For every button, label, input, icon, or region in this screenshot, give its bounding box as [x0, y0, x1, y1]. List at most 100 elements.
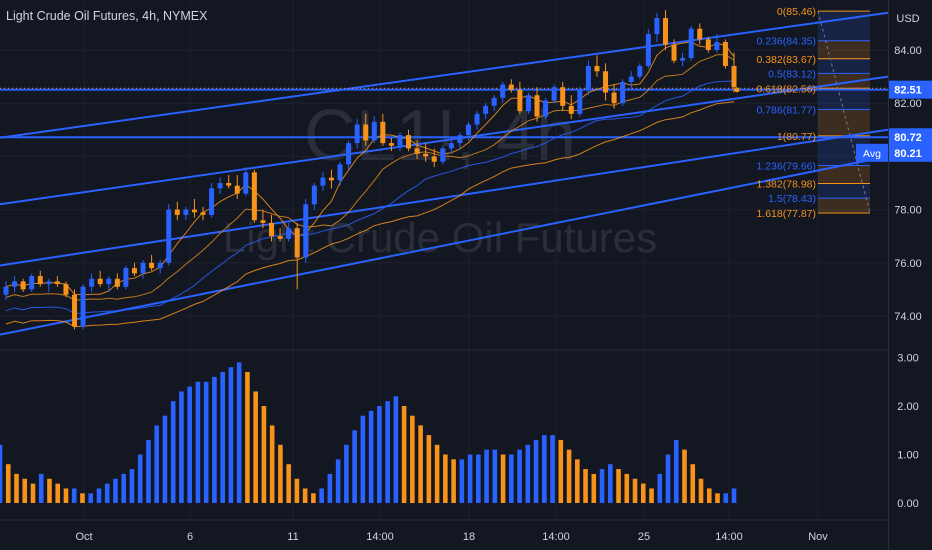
volatility-bar — [500, 454, 506, 503]
candle-body — [72, 294, 78, 327]
volatility-bar — [542, 435, 547, 503]
volatility-bar — [80, 493, 85, 503]
volatility-bar — [344, 444, 349, 503]
candle-body — [603, 71, 609, 93]
candle-body — [174, 209, 180, 215]
moving-average-line — [5, 80, 735, 314]
candle-body — [277, 236, 283, 239]
candle-body — [380, 121, 386, 144]
candle-body — [525, 95, 531, 112]
volatility-bar — [459, 459, 465, 503]
candle-body — [551, 87, 557, 101]
volatility-bar — [360, 415, 366, 503]
volatility-bar — [591, 473, 597, 503]
volatility-bar — [162, 415, 168, 503]
candle-body — [346, 143, 352, 165]
time-axis[interactable]: Oct 6 11 14:00 18 14:00 25 14:00 Nov — [0, 519, 888, 543]
candle-body — [508, 84, 514, 90]
fib-zone — [818, 109, 870, 136]
candle-body — [688, 28, 694, 58]
volatility-bar — [484, 449, 489, 503]
volatility-bar — [550, 435, 555, 503]
volatility-tick-label: 0.00 — [897, 498, 918, 510]
fib-label: 1.5(78.43) — [768, 193, 816, 205]
candle-body — [645, 34, 651, 66]
volatility-bar — [665, 454, 671, 503]
price-tick-label: 78.00 — [894, 205, 922, 217]
candle-body — [243, 172, 249, 194]
channel-line[interactable] — [0, 75, 889, 206]
moving-average-line — [5, 54, 735, 301]
volatility-bar — [492, 449, 498, 503]
candle-body — [354, 124, 360, 144]
fib-label: 1.618(77.87) — [756, 208, 816, 220]
trend-channels[interactable] — [0, 11, 889, 336]
time-tick-label: 6 — [187, 531, 193, 543]
fib-label: 1.382(78.98) — [756, 179, 816, 191]
currency-label: USD — [896, 13, 919, 25]
time-tick-label: 14:00 — [715, 531, 743, 543]
time-tick-label: 18 — [463, 531, 475, 543]
candle-body — [363, 124, 369, 141]
fib-zone — [818, 40, 870, 59]
last-price-marker — [734, 87, 740, 93]
volatility-bar — [294, 478, 300, 503]
channel-line[interactable] — [0, 128, 889, 267]
volatility-bar — [245, 372, 250, 503]
volatility-bar — [583, 469, 588, 503]
candle-body — [269, 222, 275, 237]
avg-label-text: Avg — [863, 148, 881, 160]
volatility-bar — [220, 372, 225, 503]
fib-zone — [818, 88, 870, 110]
candle-body — [697, 28, 703, 40]
candle-body — [294, 228, 300, 258]
candle-body — [311, 185, 317, 205]
fib-label: 0.382(83.67) — [756, 54, 816, 66]
fib-zone — [818, 165, 870, 184]
volatility-bar — [368, 410, 374, 503]
candle-body — [714, 42, 720, 50]
fib-label: 0.236(84.35) — [756, 36, 816, 48]
fib-label: 0(85.46) — [777, 6, 816, 18]
axis-divider — [888, 0, 889, 550]
time-tick-label: 14:00 — [542, 531, 570, 543]
candle-body — [183, 209, 189, 215]
volatility-bar — [509, 454, 514, 503]
fib-zone — [818, 198, 870, 214]
volatility-bar — [723, 493, 729, 503]
chart-title[interactable]: Light Crude Oil Futures, 4h, NYMEX — [6, 9, 208, 23]
volatility-bar — [71, 488, 77, 503]
candle-body — [149, 262, 155, 269]
candle-body — [431, 156, 437, 162]
channel-line[interactable] — [0, 155, 889, 336]
price-tick-label: 82.00 — [894, 98, 922, 110]
volatility-bar — [657, 473, 663, 503]
candle-body — [722, 42, 728, 66]
candle-body — [560, 87, 566, 106]
volatility-bar — [286, 464, 291, 503]
candle-body — [662, 18, 668, 45]
volatility-bar — [443, 454, 448, 503]
volatility-bar — [352, 430, 357, 503]
volatility-bar — [113, 478, 118, 503]
fib-label: 0.5(83.12) — [768, 68, 816, 80]
candle-body — [465, 124, 471, 136]
channel-line[interactable] — [0, 11, 889, 139]
candle-body — [157, 262, 163, 269]
candle-body — [448, 143, 454, 149]
time-tick-label: 14:00 — [366, 531, 394, 543]
volatility-bar — [385, 401, 390, 503]
price-axis[interactable]: 74.00 76.00 78.00 82.00 84.00 0.00 1.00 2.00 3.0… — [856, 45, 932, 510]
time-tick-label: Oct — [75, 531, 92, 543]
candle-body — [54, 281, 60, 285]
candle-body — [577, 89, 583, 114]
price-tick-label: 84.00 — [894, 45, 922, 57]
volatility-bar — [377, 406, 382, 503]
candle-body — [131, 268, 137, 274]
price-label-value: 80.21 — [894, 148, 922, 160]
volatility-bar — [96, 488, 102, 503]
horizontal-levels[interactable] — [0, 87, 888, 139]
time-tick-label: 11 — [287, 531, 298, 543]
